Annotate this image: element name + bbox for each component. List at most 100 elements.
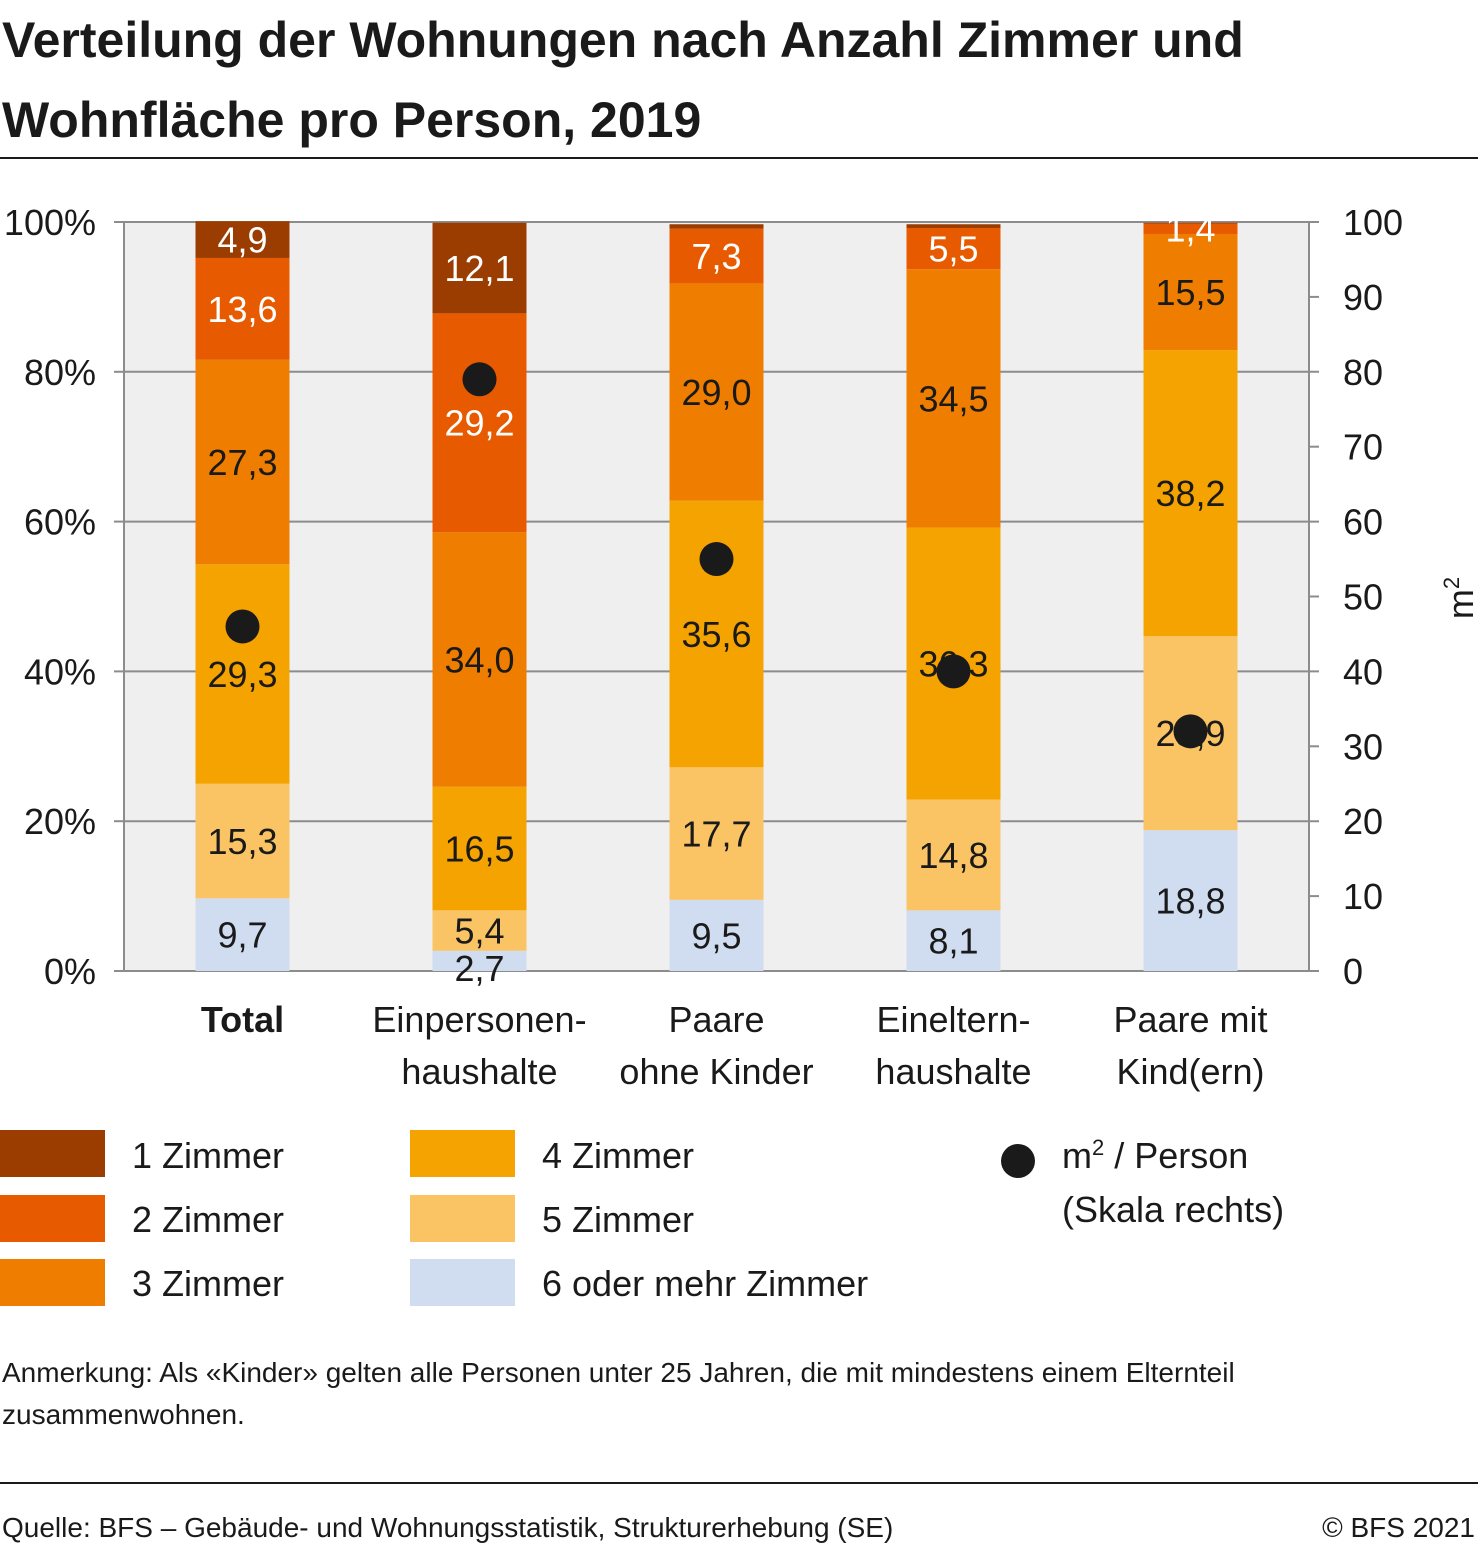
bar-data-label: 14,8	[918, 835, 988, 876]
m2-per-person-dot	[462, 362, 497, 397]
right-axis-tick-label: 70	[1343, 427, 1383, 468]
left-axis-tick-label: 60%	[24, 502, 96, 543]
right-axis-tick-label: 80	[1343, 352, 1383, 393]
bar-data-label: 27,3	[207, 442, 277, 483]
bar-data-label: 5,5	[928, 229, 978, 270]
bar-data-label: 29,3	[207, 654, 277, 695]
right-axis-tick-label: 30	[1343, 726, 1383, 767]
bar-data-label: 38,2	[1155, 473, 1225, 514]
left-axis-tick-label: 20%	[24, 801, 96, 842]
bar-segment	[1143, 350, 1238, 637]
m2-per-person-dot	[225, 609, 260, 644]
stacked-bar-chart: 0 10 20 30 40 50 60 70 80 90 100 0% 20% 40% 60% 80% 100%…	[4, 202, 1481, 1092]
bar-segment	[669, 224, 764, 229]
right-axis-tick-label: 0	[1343, 951, 1363, 992]
legend-person-text: / Person	[1104, 1135, 1249, 1176]
bar-segment	[1143, 223, 1238, 234]
bar-data-label: 4,9	[217, 220, 267, 261]
category-label: Paare	[668, 999, 764, 1040]
m2-per-person-dot	[699, 542, 734, 577]
bar-segment	[432, 950, 527, 971]
bar-segment	[432, 786, 527, 911]
bar-segment	[1143, 233, 1238, 351]
bar-data-label: 17,7	[681, 814, 751, 855]
source-text: Quelle: BFS – Gebäude- und Wohnungsstati…	[2, 1512, 894, 1543]
bar-data-label: 29,2	[444, 403, 514, 444]
bar-segment	[906, 227, 1001, 270]
legend-m-text: m	[1062, 1135, 1092, 1176]
right-axis-tick-label: 60	[1343, 502, 1383, 543]
bar-segment	[669, 228, 764, 284]
bar-data-label: 7,3	[691, 236, 741, 277]
bar-segment	[906, 910, 1001, 971]
bar-segment	[195, 221, 290, 258]
right-axis-tick-label: 100	[1343, 202, 1403, 243]
bar-segment	[195, 257, 290, 360]
bar-segment	[195, 359, 290, 565]
m2-per-person-dot	[1173, 714, 1208, 749]
left-axis-tick-label: 0%	[44, 951, 96, 992]
legend-label-1-zimmer: 1 Zimmer	[132, 1135, 284, 1176]
bar-segment	[195, 564, 290, 784]
legend-swatch-4-zimmer	[410, 1130, 515, 1177]
bar-data-label: 9,5	[691, 915, 741, 956]
chart-title: Verteilung der Wohnungen nach Anzahl Zim…	[2, 12, 1244, 148]
bar-segment	[906, 269, 1001, 528]
legend-m-sup: 2	[1092, 1135, 1105, 1160]
legend-label-3-zimmer: 3 Zimmer	[132, 1263, 284, 1304]
bar-data-label: 2,7	[454, 948, 504, 989]
m2-per-person-dot	[936, 654, 971, 689]
legend-dot-marker	[1001, 1144, 1035, 1178]
bar-data-label: 35,6	[681, 614, 751, 655]
right-axis-tick-label: 10	[1343, 876, 1383, 917]
bar-segment	[432, 532, 527, 787]
footer-divider	[0, 1482, 1478, 1484]
category-label: Einpersonen-	[372, 999, 586, 1040]
bar-segment	[669, 899, 764, 971]
bar-segment	[906, 224, 1001, 228]
bar-segment	[195, 783, 290, 899]
category-label: ohne Kinder	[619, 1051, 813, 1092]
bar-data-label: 16,5	[444, 829, 514, 870]
bar-data-label: 29,0	[681, 372, 751, 413]
legend-label-skala-rechts: (Skala rechts)	[1062, 1189, 1285, 1230]
right-axis-tick-label: 20	[1343, 801, 1383, 842]
bar-segment	[432, 313, 527, 533]
bar-data-label: 13,6	[207, 289, 277, 330]
bar-data-label: 15,5	[1155, 272, 1225, 313]
legend-label-6-zimmer: 6 oder mehr Zimmer	[542, 1263, 869, 1304]
left-axis-tick-label: 100%	[4, 202, 96, 243]
legend-label-m2-person: m2 / Person	[1062, 1136, 1248, 1176]
bar-segment	[1143, 222, 1238, 224]
category-label: Kind(ern)	[1116, 1051, 1264, 1092]
chart-note: Anmerkung: Als «Kinder» gelten alle Pers…	[2, 1357, 1235, 1430]
category-label: Paare mit	[1113, 999, 1267, 1040]
bar-segment	[669, 767, 764, 900]
bar-data-label: 34,5	[918, 378, 988, 419]
bar-segment	[1143, 830, 1238, 971]
right-axis-tick-label: 40	[1343, 651, 1383, 692]
bar-data-label: 18,8	[1155, 881, 1225, 922]
bar-segment	[432, 222, 527, 314]
bar-segment	[432, 910, 527, 951]
bar-data-label: 1,4	[1165, 209, 1215, 250]
bar-data-label: 8,1	[928, 921, 978, 962]
legend-label-2-zimmer: 2 Zimmer	[132, 1199, 284, 1240]
title-divider	[0, 157, 1478, 159]
category-label: haushalte	[401, 1051, 557, 1092]
category-label: Eineltern-	[876, 999, 1030, 1040]
right-axis-tick-label: 90	[1343, 277, 1383, 318]
left-axis-tick-label: 80%	[24, 352, 96, 393]
bar-data-label: 9,7	[217, 915, 267, 956]
right-axis-tick-label: 50	[1343, 577, 1383, 618]
legend-label-5-zimmer: 5 Zimmer	[542, 1199, 694, 1240]
bar-segment	[669, 283, 764, 501]
left-axis-tick-label: 40%	[24, 651, 96, 692]
bar-segment	[195, 898, 290, 971]
legend-swatch-1-zimmer	[0, 1130, 105, 1177]
bar-segment	[906, 799, 1001, 911]
bar-data-label: 12,1	[444, 248, 514, 289]
legend-swatch-2-zimmer	[0, 1195, 105, 1242]
bar-data-label: 5,4	[454, 911, 504, 952]
bar-data-label: 34,0	[444, 639, 514, 680]
